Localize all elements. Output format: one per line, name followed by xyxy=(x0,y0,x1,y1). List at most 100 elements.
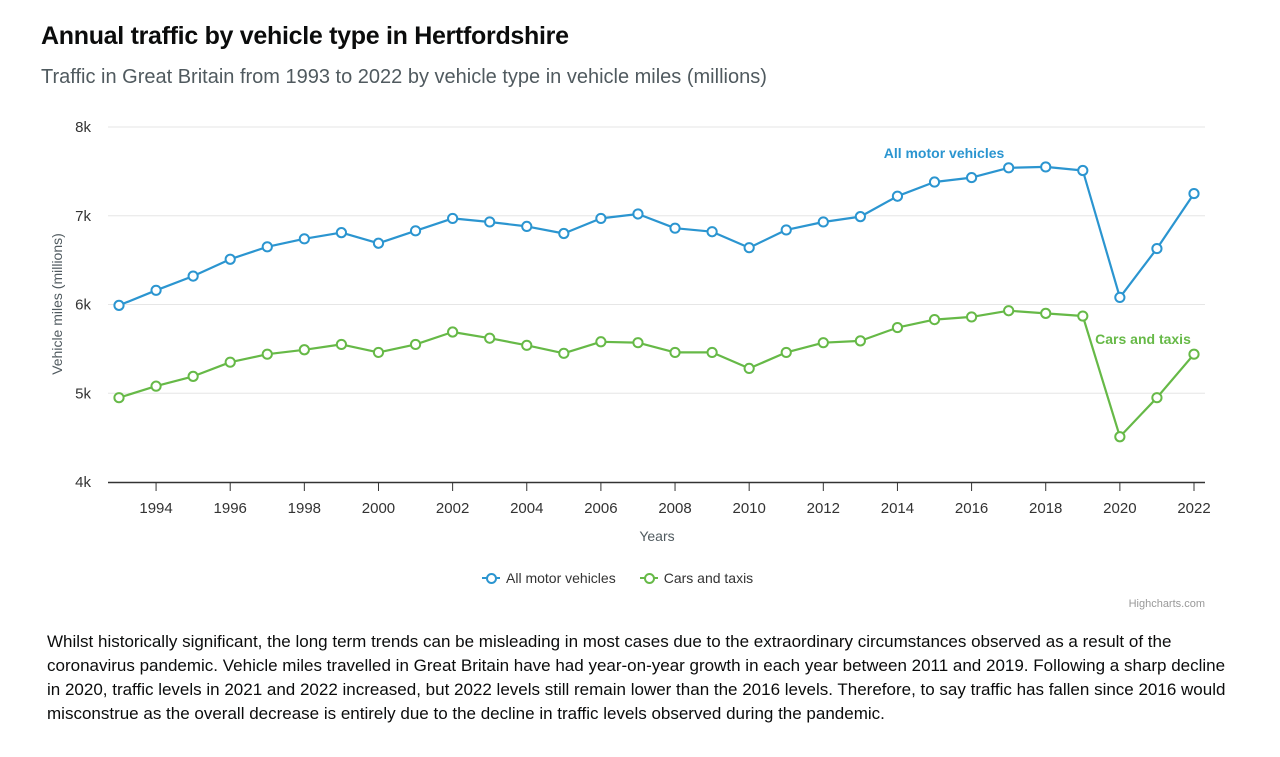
legend-label: Cars and taxis xyxy=(663,570,754,586)
x-tick-label: 2014 xyxy=(881,500,914,517)
chart-legend: All motor vehicles Cars and taxis xyxy=(482,570,753,586)
data-point[interactable] xyxy=(632,208,644,220)
data-point[interactable] xyxy=(150,284,162,296)
series-label-all-motor-vehicles: All motor vehicles xyxy=(884,145,1005,161)
highcharts-credits-link[interactable]: Highcharts.com xyxy=(1128,598,1205,610)
data-point[interactable] xyxy=(743,362,755,374)
x-tick-label: 1998 xyxy=(288,500,321,517)
series-line xyxy=(118,165,1195,307)
y-tick-label: 6k xyxy=(75,297,91,314)
data-point[interactable] xyxy=(558,347,570,359)
data-point[interactable] xyxy=(669,222,681,234)
data-point[interactable] xyxy=(447,212,459,225)
data-point[interactable] xyxy=(1040,307,1052,319)
data-point[interactable] xyxy=(1040,161,1052,173)
x-tick-label: 2002 xyxy=(436,500,469,517)
data-point[interactable] xyxy=(1003,162,1015,174)
legend-item-cars-and-taxis[interactable]: Cars and taxis xyxy=(639,570,754,586)
data-point[interactable] xyxy=(854,335,866,347)
data-point[interactable] xyxy=(224,253,236,265)
data-point[interactable] xyxy=(298,233,310,245)
y-tick-label: 5k xyxy=(75,385,91,402)
series-line xyxy=(118,309,1195,438)
series-layer xyxy=(113,161,1200,443)
line-chart: 4k 5k 6k 7k 8k 1994 1996 1998 2000 2002 2004 2006 2… xyxy=(49,119,1211,544)
chart-subtitle: Traffic in Great Britain from 1993 to 20… xyxy=(41,66,767,88)
series-all-motor-vehicles xyxy=(113,161,1200,311)
x-tick-label: 2022 xyxy=(1177,500,1210,517)
data-point[interactable] xyxy=(298,344,310,356)
data-point[interactable] xyxy=(1188,348,1200,360)
data-point[interactable] xyxy=(113,299,125,311)
data-point[interactable] xyxy=(521,220,533,232)
data-point[interactable] xyxy=(372,237,385,249)
data-point[interactable] xyxy=(113,392,125,404)
data-point[interactable] xyxy=(521,339,533,351)
data-point[interactable] xyxy=(817,337,829,349)
y-axis-ticks: 4k 5k 6k 7k 8k xyxy=(75,119,91,491)
legend-label: All motor vehicles xyxy=(506,570,616,586)
data-point[interactable] xyxy=(780,346,792,359)
data-point[interactable] xyxy=(780,224,792,236)
x-axis-title: Years xyxy=(639,528,674,544)
data-point[interactable] xyxy=(187,370,199,382)
x-tick-label: 2006 xyxy=(584,500,617,517)
data-point[interactable] xyxy=(706,226,718,238)
data-point[interactable] xyxy=(409,338,422,351)
data-point[interactable] xyxy=(965,171,978,184)
y-tick-label: 8k xyxy=(75,119,91,136)
y-tick-label: 7k xyxy=(75,208,91,225)
data-point[interactable] xyxy=(595,212,607,225)
data-point[interactable] xyxy=(1077,164,1089,177)
data-point[interactable] xyxy=(1151,242,1163,255)
data-point[interactable] xyxy=(632,337,644,349)
data-point[interactable] xyxy=(706,346,718,359)
x-tick-label: 2020 xyxy=(1103,500,1136,517)
x-tick-label: 1994 xyxy=(139,500,172,517)
data-point[interactable] xyxy=(261,241,273,253)
data-point[interactable] xyxy=(447,326,459,338)
y-tick-label: 4k xyxy=(75,474,91,491)
data-point[interactable] xyxy=(1114,291,1126,303)
data-point[interactable] xyxy=(743,242,755,254)
series-labels: All motor vehicles Cars and taxis xyxy=(884,145,1191,347)
data-point[interactable] xyxy=(817,216,829,228)
data-point[interactable] xyxy=(1003,305,1015,317)
data-point[interactable] xyxy=(558,227,570,240)
series-label-cars-and-taxis: Cars and taxis xyxy=(1095,331,1191,347)
data-point[interactable] xyxy=(261,348,273,360)
y-axis-title: Vehicle miles (millions) xyxy=(49,233,65,375)
data-point[interactable] xyxy=(187,270,199,282)
data-point[interactable] xyxy=(891,190,904,202)
data-point[interactable] xyxy=(224,356,236,368)
data-point[interactable] xyxy=(150,380,162,392)
data-point[interactable] xyxy=(484,332,496,344)
legend-item-all-motor-vehicles[interactable]: All motor vehicles xyxy=(482,570,616,586)
data-point[interactable] xyxy=(928,313,941,326)
data-point[interactable] xyxy=(335,227,348,239)
data-point[interactable] xyxy=(891,321,904,334)
x-tick-label: 2012 xyxy=(807,500,840,517)
data-point[interactable] xyxy=(928,176,941,188)
data-point[interactable] xyxy=(1151,392,1163,404)
data-point[interactable] xyxy=(595,336,607,348)
legend-marker-icon xyxy=(639,572,658,584)
grid-lines xyxy=(108,126,1205,394)
x-tick-label: 2010 xyxy=(732,500,765,517)
x-tick-label: 2008 xyxy=(658,500,691,517)
data-point[interactable] xyxy=(965,311,978,323)
data-point[interactable] xyxy=(484,216,496,228)
data-point[interactable] xyxy=(335,338,348,351)
x-tick-label: 1996 xyxy=(214,500,247,517)
data-point[interactable] xyxy=(372,346,385,359)
legend-marker-icon xyxy=(482,572,500,584)
x-tick-label: 2016 xyxy=(955,500,988,517)
x-tick-label: 2000 xyxy=(362,500,395,517)
x-tick-label: 2004 xyxy=(510,500,543,517)
data-point[interactable] xyxy=(409,225,422,237)
data-point[interactable] xyxy=(854,211,866,223)
data-point[interactable] xyxy=(1188,187,1200,200)
data-point[interactable] xyxy=(1077,310,1089,322)
data-point[interactable] xyxy=(669,346,681,359)
data-point[interactable] xyxy=(1114,431,1126,443)
